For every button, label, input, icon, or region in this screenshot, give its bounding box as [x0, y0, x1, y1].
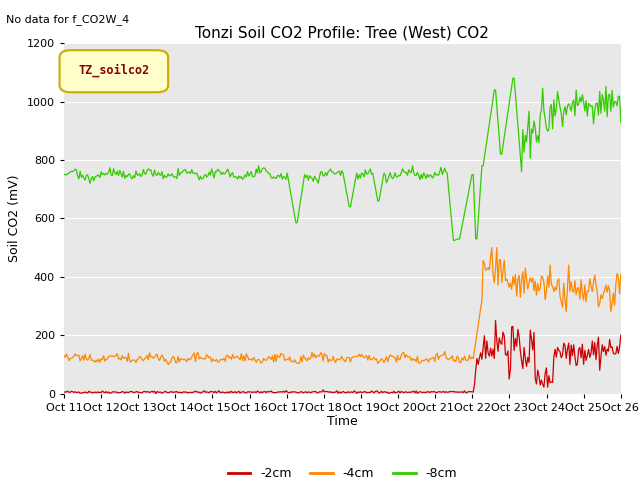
Text: TZ_soilco2: TZ_soilco2 [79, 64, 150, 77]
X-axis label: Time: Time [327, 415, 358, 429]
Text: No data for f_CO2W_4: No data for f_CO2W_4 [6, 14, 130, 25]
Legend: -2cm, -4cm, -8cm: -2cm, -4cm, -8cm [223, 462, 462, 480]
Title: Tonzi Soil CO2 Profile: Tree (West) CO2: Tonzi Soil CO2 Profile: Tree (West) CO2 [195, 25, 490, 41]
FancyBboxPatch shape [60, 50, 168, 92]
Y-axis label: Soil CO2 (mV): Soil CO2 (mV) [8, 175, 21, 262]
